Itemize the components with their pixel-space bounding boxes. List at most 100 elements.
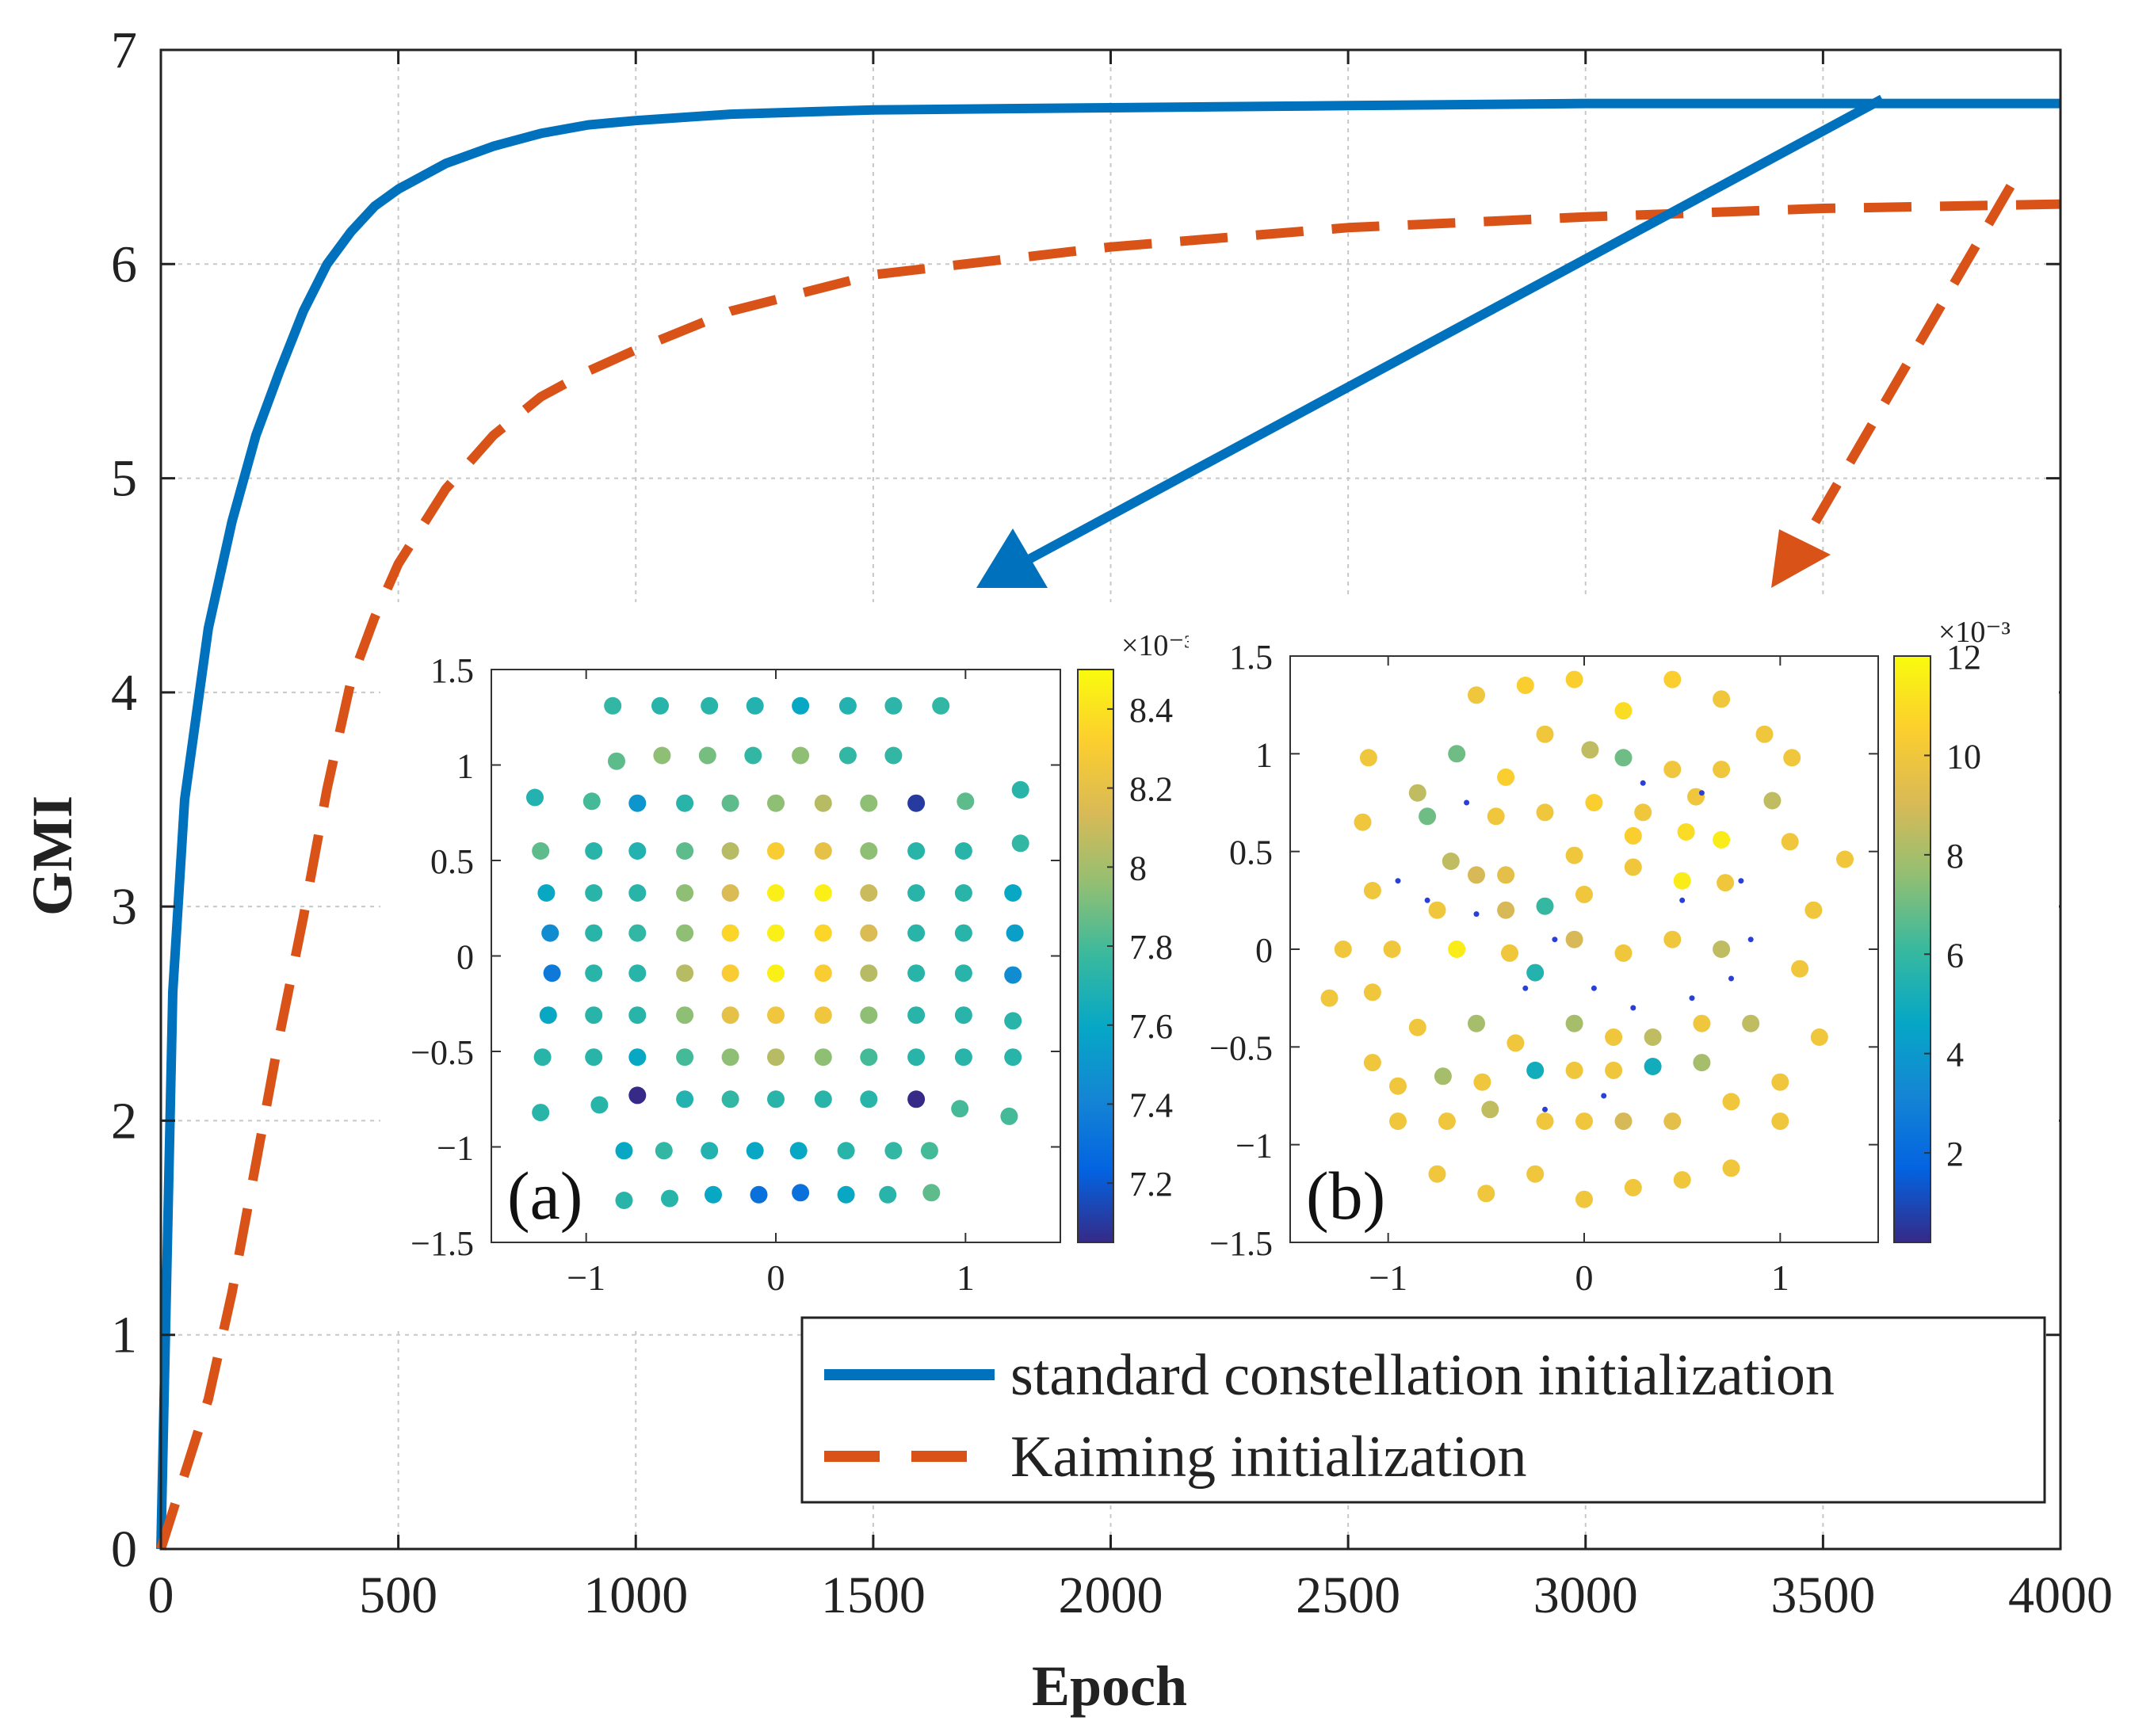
x-axis-label: Epoch [1032, 1654, 1187, 1718]
constellation-point [1320, 989, 1339, 1007]
constellation-point [1448, 745, 1466, 763]
x-tick-label: 4000 [2008, 1566, 2113, 1624]
constellation-point [922, 1184, 941, 1202]
constellation-point [1713, 940, 1731, 958]
y-tick-label: 0 [111, 1520, 137, 1578]
constellation-point [767, 1048, 785, 1066]
constellation-point [1565, 670, 1583, 689]
constellation-point [585, 1048, 603, 1066]
constellation-point [585, 884, 603, 902]
constellation-point-small [1395, 878, 1401, 884]
constellation-point [1663, 930, 1682, 948]
constellation-point-small [1542, 1106, 1548, 1112]
constellation-point [1501, 944, 1518, 962]
constellation-point [907, 964, 926, 982]
constellation-point [721, 794, 739, 812]
constellation-point [1468, 866, 1485, 884]
constellation-point [1389, 1112, 1407, 1131]
constellation-point [1605, 1061, 1623, 1079]
inset-x-tick-label: −1 [1369, 1257, 1407, 1298]
constellation-point [884, 746, 903, 765]
y-tick-label: 5 [111, 450, 137, 508]
constellation-point [1771, 1112, 1789, 1131]
constellation-point-small [1464, 799, 1470, 806]
constellation-point [1497, 768, 1515, 786]
constellation-point [954, 884, 972, 902]
constellation-point [1565, 1014, 1583, 1032]
constellation-point [1575, 885, 1593, 903]
constellation-point [532, 1104, 550, 1122]
constellation-point [1693, 1054, 1711, 1072]
constellation-point [1810, 1028, 1828, 1046]
inset-b: −1 0 1 1.5 1 0.5 0 −0.5 −1 −1.5 (b) 2 4 6 8 10 12×10⁻³ [1189, 594, 2059, 1331]
x-tick-label: 3500 [1770, 1566, 1875, 1624]
inset-y-tick-label: 0 [1255, 931, 1273, 970]
pointer-arrows [976, 94, 2015, 588]
constellation-point [860, 924, 878, 942]
constellation-point [721, 1048, 739, 1066]
constellation-point-small [1679, 897, 1686, 903]
constellation-point [1473, 1073, 1491, 1091]
constellation-point [590, 1096, 609, 1114]
constellation-point-small [1738, 878, 1744, 884]
x-tick-label: 1000 [583, 1566, 688, 1624]
constellation-point [543, 964, 561, 982]
constellation-point [1614, 1112, 1633, 1131]
x-tick-label: 2000 [1059, 1566, 1163, 1624]
constellation-point [1722, 1159, 1740, 1177]
constellation-point [628, 924, 647, 942]
constellation-point [539, 1006, 557, 1024]
constellation-point-small [1728, 975, 1734, 982]
constellation-point [1468, 686, 1485, 704]
y-tick-label: 7 [111, 21, 137, 79]
constellation-point [954, 1006, 972, 1024]
constellation-point [1581, 741, 1599, 759]
constellation-point [1693, 1014, 1711, 1032]
constellation-point [860, 1006, 878, 1024]
constellation-point [1713, 690, 1731, 708]
constellation-point [1644, 1058, 1662, 1075]
constellation-point [628, 794, 647, 812]
x-tick-label: 500 [359, 1566, 437, 1624]
constellation-point [628, 1006, 647, 1024]
constellation-point [907, 884, 926, 902]
constellation-point [932, 696, 950, 715]
constellation-point [1004, 966, 1022, 984]
constellation-point [1408, 1018, 1426, 1036]
inset-y-tick-label: −1 [1235, 1127, 1273, 1166]
x-tick-label: 3000 [1533, 1566, 1638, 1624]
constellation-point [1783, 749, 1801, 767]
inset-y-tick-label: −0.5 [411, 1033, 474, 1072]
constellation-point [1634, 803, 1652, 822]
constellation-point [907, 1090, 926, 1108]
constellation-point [860, 1048, 878, 1066]
inset-x-tick-label: 0 [767, 1257, 785, 1298]
constellation-point [1585, 794, 1603, 811]
constellation-point [1836, 850, 1854, 868]
constellation-point [920, 1142, 938, 1160]
constellation-point [954, 1048, 972, 1066]
constellation-point-small [1473, 911, 1480, 918]
constellation-point [628, 1048, 647, 1066]
constellation-point [615, 1192, 633, 1209]
constellation-point [1565, 1061, 1583, 1079]
constellation-point [1487, 807, 1505, 826]
arrow-to-inset-a [1028, 94, 1885, 563]
constellation-point [1713, 761, 1731, 779]
constellation-point [860, 794, 878, 812]
constellation-point [585, 842, 603, 860]
constellation-point [1434, 1067, 1452, 1085]
constellation-point [532, 842, 550, 860]
constellation-point [1804, 901, 1823, 919]
constellation-point [676, 1006, 694, 1024]
constellation-point [814, 884, 832, 902]
constellation-point [1516, 677, 1534, 694]
constellation-point [838, 696, 857, 715]
constellation-point [1565, 846, 1583, 864]
constellation-point-small [1640, 780, 1646, 786]
constellation-point [676, 794, 694, 812]
constellation-point [585, 1006, 603, 1024]
colorbar-tick-label: 8 [1946, 837, 1964, 876]
inset-a: −1 0 1 1.5 1 0.5 0 −0.5 −1 −1.5 (a) 7.2 7.4 7.6 7.8 8 8.… [380, 602, 1230, 1331]
y-tick-label: 6 [111, 235, 137, 293]
